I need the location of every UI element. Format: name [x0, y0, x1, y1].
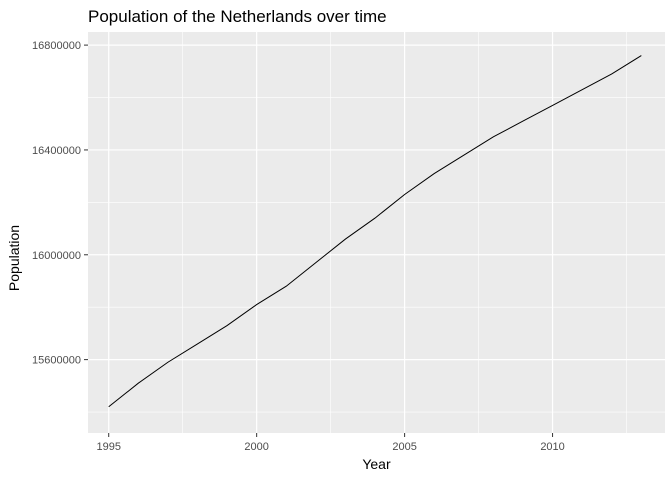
y-tick-label: 15600000	[32, 355, 81, 367]
grid-major-lines	[88, 32, 665, 433]
x-tick-label: 2010	[540, 441, 564, 453]
x-tick-label: 2000	[244, 441, 268, 453]
y-axis: 15600000 16000000 16400000 16800000	[32, 40, 88, 367]
series-line	[108, 55, 642, 408]
x-tick-label: 1995	[96, 441, 120, 453]
x-axis: 1995 2000 2005 2010	[96, 433, 565, 453]
x-tick-label: 2005	[392, 441, 416, 453]
series-layer	[108, 55, 642, 408]
y-axis-label: Population	[6, 224, 22, 292]
plot-panel	[88, 32, 665, 433]
grid-minor-lines	[88, 32, 665, 433]
y-tick-label: 16400000	[32, 145, 81, 157]
chart-title: Population of the Netherlands over time	[88, 7, 387, 26]
x-axis-label: Year	[362, 456, 391, 472]
y-tick-label: 16000000	[32, 250, 81, 262]
y-tick-label: 16800000	[32, 40, 81, 52]
